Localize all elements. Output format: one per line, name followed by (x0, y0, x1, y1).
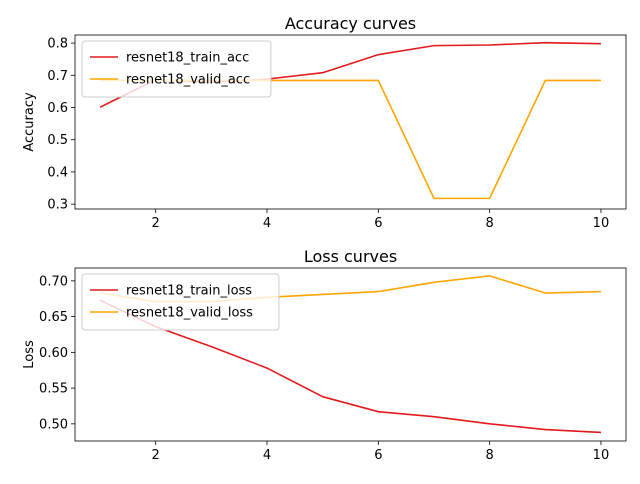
legend-label: resnet18_train_acc (126, 51, 249, 66)
y-tick-label: 0.70 (39, 274, 68, 289)
y-tick-label: 0.55 (39, 382, 68, 397)
chart-2: Loss curves Loss 2 4 6 8 10 0.50 0.55 0.60 0.65 0.7… (22, 247, 627, 463)
y-axis-label: Loss (22, 340, 37, 369)
y-tick-label: 0.50 (39, 417, 68, 432)
legend-label: resnet18_valid_loss (126, 306, 253, 321)
legend-box (81, 40, 272, 98)
x-tick-label: 4 (263, 216, 271, 231)
y-tick-label: 0.65 (39, 310, 68, 325)
y-tick-label: 0.8 (47, 37, 68, 52)
y-tick-label: 0.5 (47, 133, 68, 148)
x-tick-label: 10 (593, 216, 610, 231)
chart-title: Loss curves (304, 247, 397, 266)
x-tick-label: 10 (593, 448, 610, 463)
x-tick-label: 6 (374, 216, 382, 231)
legend-label: resnet18_train_loss (126, 284, 252, 299)
y-tick-label: 0.4 (47, 165, 68, 180)
axes-frame (74, 267, 627, 442)
x-tick-label: 4 (263, 448, 271, 463)
chart-1: Accuracy curves Accuracy 2 4 6 8 10 0.3 0.4 0.5 0.… (22, 14, 627, 231)
y-axis-label: Accuracy (22, 92, 37, 152)
axes-frame (74, 34, 627, 210)
x-tick-label: 8 (486, 216, 494, 231)
y-tick-label: 0.6 (47, 101, 68, 116)
legend-label: resnet18_valid_acc (126, 73, 250, 88)
y-tick-label: 0.60 (39, 346, 68, 361)
chart-title: Accuracy curves (285, 14, 416, 33)
y-tick-label: 0.3 (47, 198, 68, 213)
y-tick-label: 0.7 (47, 69, 68, 84)
legend-box (81, 273, 280, 331)
series-line-resnet18_train_loss (99, 299, 601, 434)
x-tick-label: 2 (152, 448, 160, 463)
x-tick-label: 8 (486, 448, 494, 463)
x-tick-label: 6 (374, 448, 382, 463)
x-tick-label: 2 (152, 216, 160, 231)
